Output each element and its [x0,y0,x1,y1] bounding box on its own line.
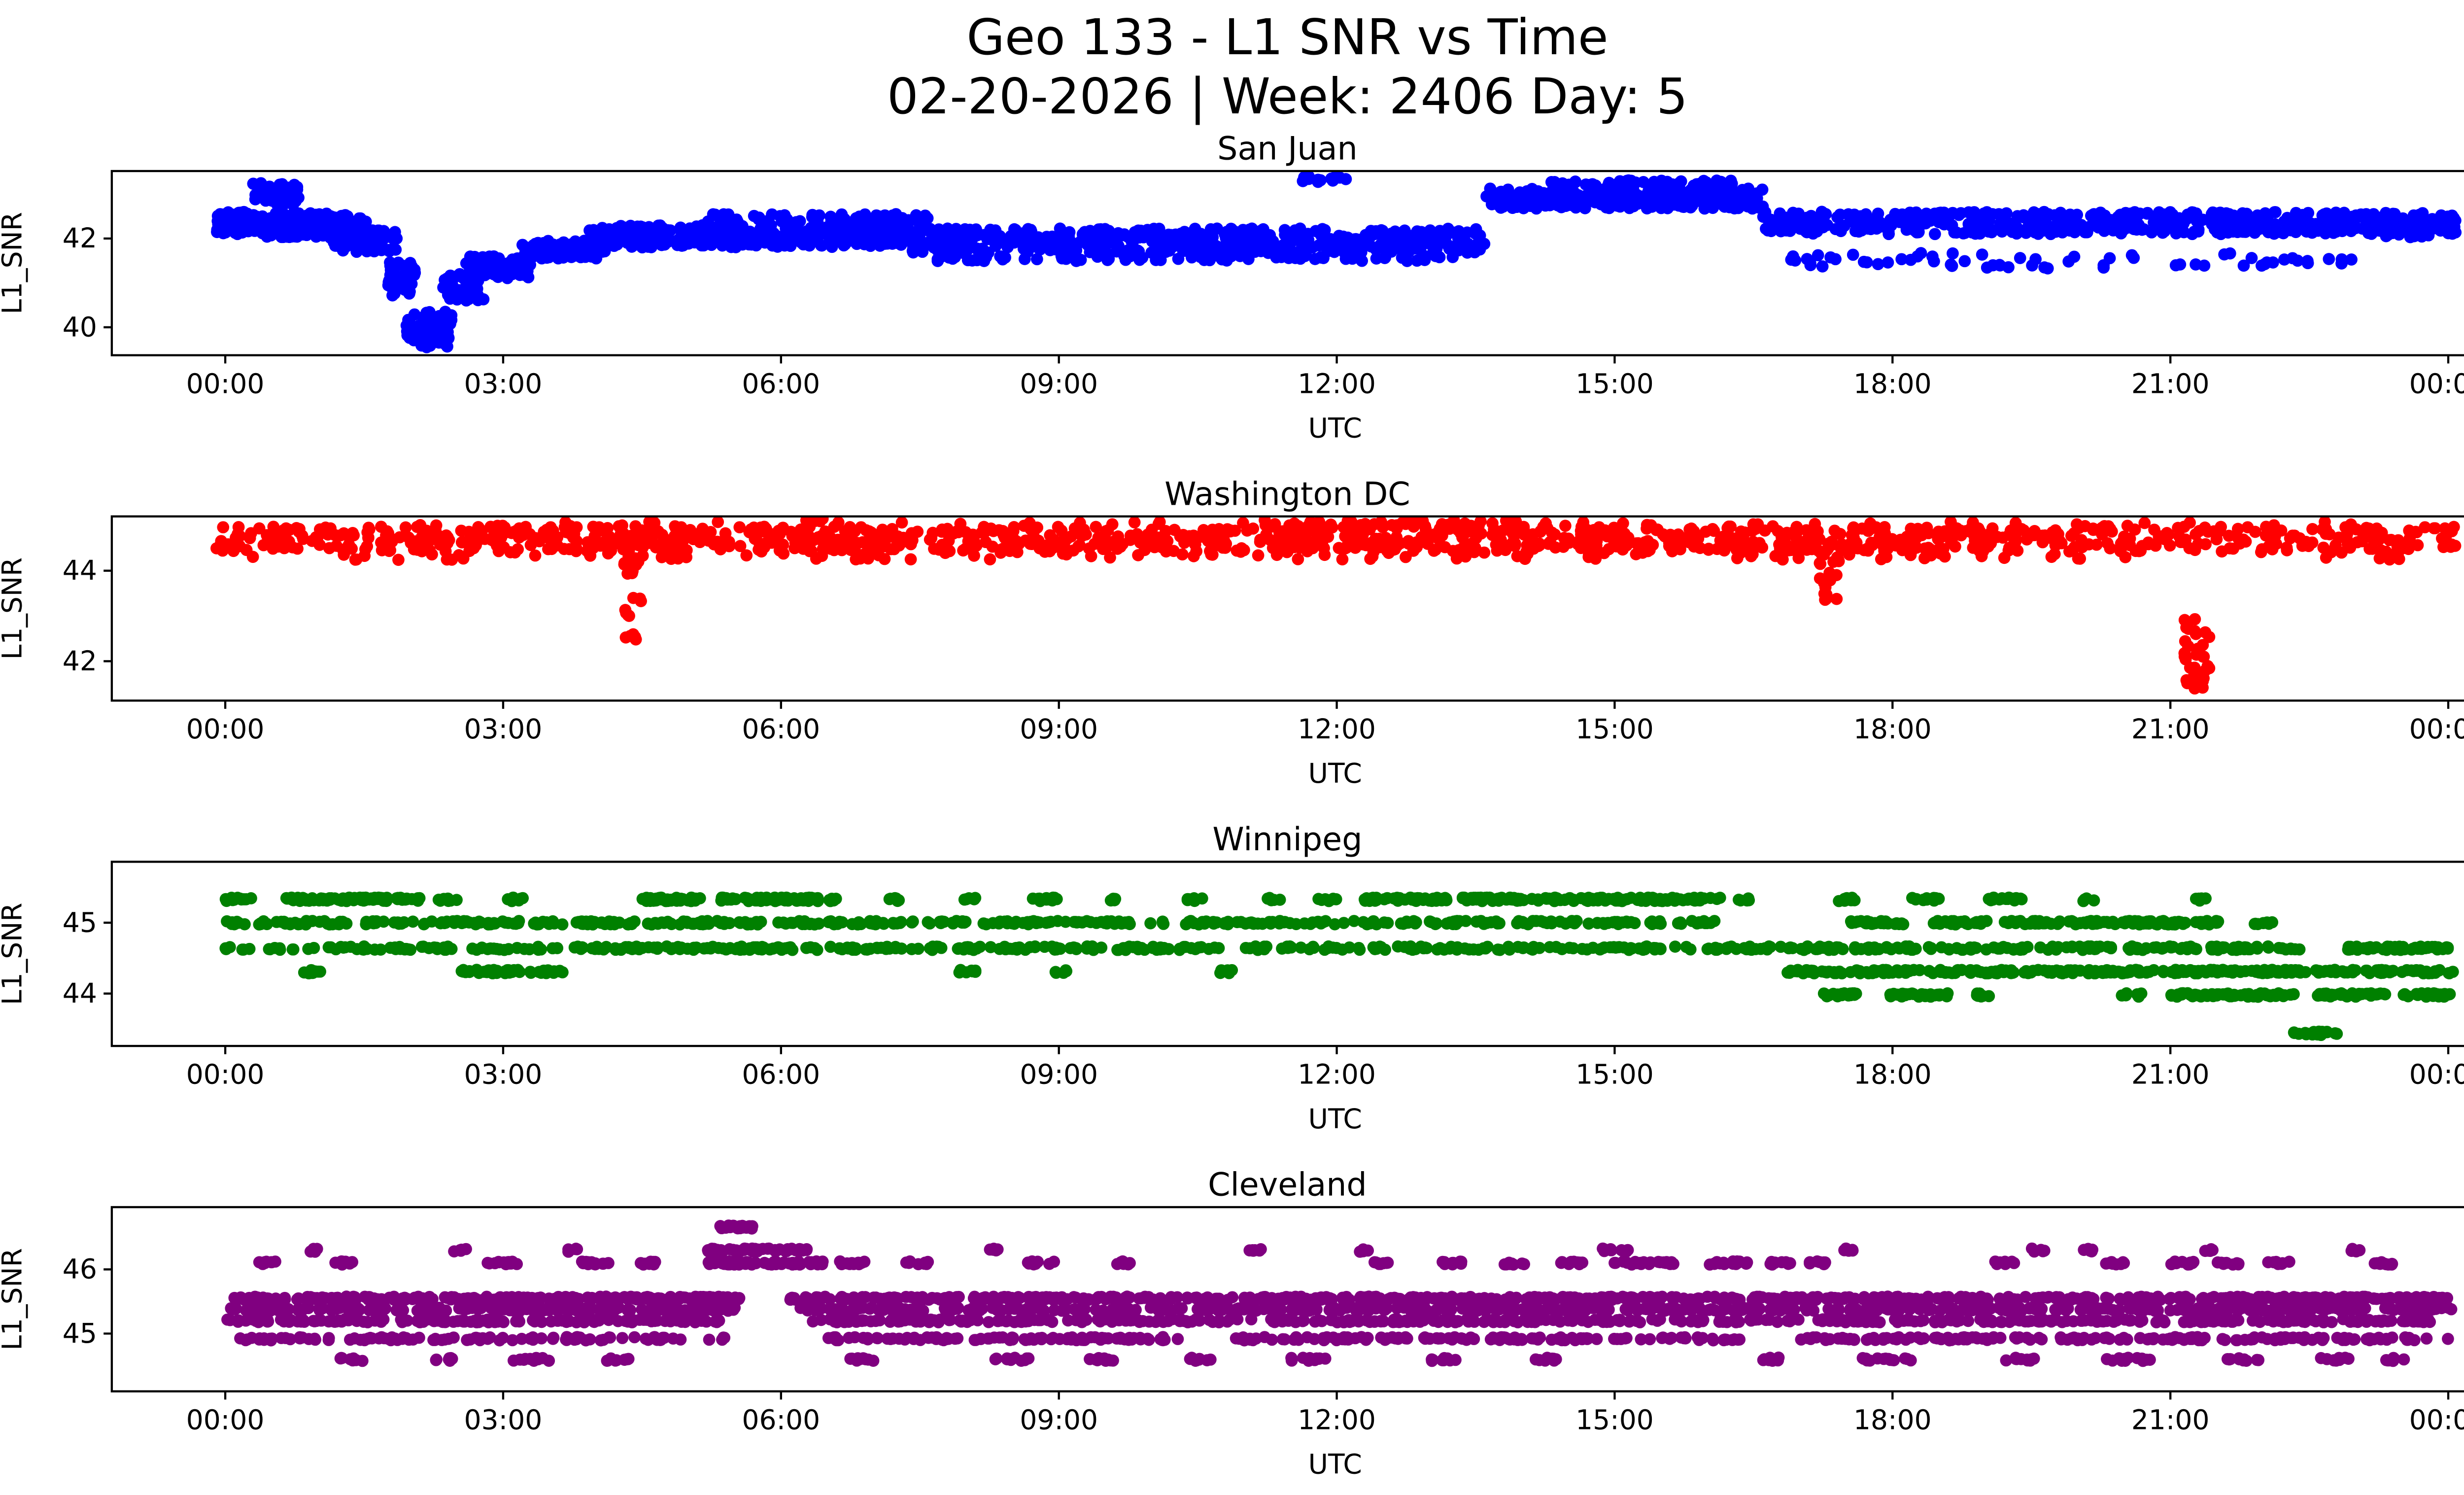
y-axis-label: L1_SNR [0,903,28,1005]
x-tick-label: 21:00 [2131,1404,2210,1435]
scatter-points [221,1219,2458,1367]
x-tick-label: 09:00 [1020,1059,1098,1090]
x-tick-label: 00:00 [186,713,265,745]
x-tick-label: 15:00 [1575,1404,1654,1435]
x-tick-label: 00:00 [186,368,265,399]
x-axis-label: UTC [1308,1103,1362,1135]
x-tick-label: 18:00 [1853,713,1932,745]
x-tick-label: 00:00 [186,1404,265,1435]
x-tick-label: 00:00 [2409,368,2464,399]
x-tick-label: 21:00 [2131,1059,2210,1090]
x-tick-label: 21:00 [2131,368,2210,399]
charts-container: San Juan 00:00 03:00 06:00 09:00 12:00 15:00 1… [0,128,2464,1488]
figure-subtitle: 02-20-2026 | Week: 2406 Day: 5 [887,69,1688,127]
x-tick-label: 03:00 [464,1404,543,1435]
scatter-plot-san-juan: 00:00 03:00 06:00 09:00 12:00 15:00 18:00 21:00… [0,170,2464,444]
x-tick-label: 03:00 [464,1059,543,1090]
plot-border [110,515,2464,702]
y-axis-label: L1_SNR [0,212,28,314]
x-axis-label: UTC [1308,758,1362,789]
x-tick-label: 06:00 [742,713,821,745]
plot-border [110,861,2464,1047]
x-tick-label: 06:00 [742,368,821,399]
scatter-plot-washington-dc: 00:00 03:00 06:00 09:00 12:00 15:00 18:00 21:00… [0,515,2464,789]
x-tick-label: 00:00 [2409,1404,2464,1435]
plot-border [110,170,2464,356]
scatter-points [219,891,2459,1042]
subplot-washington-dc: Washington DC 00:00 03:00 06:00 09:00 12:00 1… [0,474,2464,798]
y-tick-label: 46 [63,1253,97,1285]
x-tick-label: 18:00 [1853,1404,1932,1435]
x-tick-label: 09:00 [1020,368,1098,399]
x-tick-label: 12:00 [1298,368,1376,399]
x-tick-label: 12:00 [1298,1404,1376,1435]
x-tick-label: 00:00 [2409,713,2464,745]
scatter-points [210,516,2462,695]
x-tick-label: 09:00 [1020,1404,1098,1435]
y-axis-label: L1_SNR [0,557,28,660]
subplot-title-winnipeg: Winnipeg [1212,820,1363,859]
y-axis-label: L1_SNR [0,1248,28,1351]
y-tick-label: 45 [63,906,97,938]
x-tick-label: 15:00 [1575,1059,1654,1090]
subplot-winnipeg: Winnipeg 00:00 03:00 06:00 09:00 12:00 15:00 1… [0,819,2464,1143]
x-tick-label: 15:00 [1575,713,1654,745]
y-tick-label: 44 [63,555,97,586]
x-tick-label: 09:00 [1020,713,1098,745]
x-axis-label: UTC [1308,1449,1362,1480]
x-tick-label: 21:00 [2131,713,2210,745]
y-tick-label: 42 [63,645,97,677]
scatter-points [211,171,2462,353]
scatter-plot-winnipeg: 00:00 03:00 06:00 09:00 12:00 15:00 18:00 21:00… [0,861,2464,1135]
y-tick-label: 44 [63,977,97,1009]
x-axis-label: UTC [1308,413,1362,444]
plot-border [110,1206,2464,1392]
y-tick-label: 40 [63,311,97,343]
x-tick-label: 06:00 [742,1404,821,1435]
figure-title-block: Geo 133 - L1 SNR vs Time 02-20-2026 | We… [0,0,2464,128]
figure-title: Geo 133 - L1 SNR vs Time [966,10,1608,68]
x-tick-label: 15:00 [1575,368,1654,399]
x-tick-label: 00:00 [2409,1059,2464,1090]
x-tick-label: 12:00 [1298,1059,1376,1090]
x-tick-label: 03:00 [464,368,543,399]
x-tick-label: 06:00 [742,1059,821,1090]
subplot-title-san-juan: San Juan [1217,130,1358,168]
x-tick-label: 18:00 [1853,1059,1932,1090]
x-tick-label: 18:00 [1853,368,1932,399]
scatter-plot-cleveland: 00:00 03:00 06:00 09:00 12:00 15:00 18:00 21:00… [0,1206,2464,1480]
subplot-san-juan: San Juan 00:00 03:00 06:00 09:00 12:00 15:00 1… [0,128,2464,452]
x-tick-label: 03:00 [464,713,543,745]
y-tick-label: 45 [63,1318,97,1349]
x-tick-label: 12:00 [1298,713,1376,745]
y-tick-label: 42 [63,222,97,254]
subplot-cleveland: Cleveland 00:00 03:00 06:00 09:00 12:00 15:00… [0,1164,2464,1488]
subplot-title-cleveland: Cleveland [1208,1166,1367,1204]
x-tick-label: 00:00 [186,1059,265,1090]
subplot-title-washington-dc: Washington DC [1164,475,1410,513]
